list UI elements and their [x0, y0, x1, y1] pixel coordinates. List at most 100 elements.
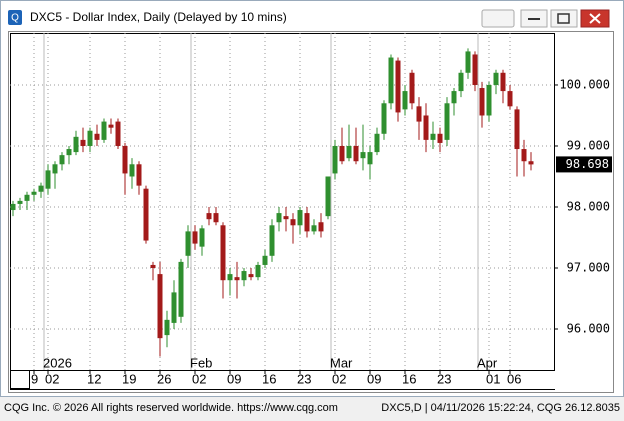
month-label: Mar [330, 355, 353, 370]
candle-body [24, 194, 30, 201]
x-tick-label: 19 [122, 371, 136, 386]
candle-body [521, 149, 527, 162]
window-title: DXC5 - Dollar Index, Daily (Delayed by 1… [30, 10, 287, 24]
candle-body [332, 145, 338, 174]
candle-body [374, 133, 380, 153]
candle-body [528, 161, 534, 165]
y-tick-label: 96.000 [567, 322, 610, 336]
candle-body [486, 84, 492, 116]
candle-body [311, 225, 317, 232]
candle-body [402, 91, 408, 110]
candle-body [59, 155, 65, 165]
candle-body [45, 170, 51, 189]
icon-glyph: Q [11, 13, 19, 24]
candle-body [206, 213, 212, 220]
maximize-glyph [557, 13, 570, 24]
y-tick-label: 98.000 [567, 199, 610, 213]
candle-body [451, 91, 457, 104]
candle-body [381, 103, 387, 134]
candle-body [297, 210, 303, 226]
candle-body [87, 130, 93, 146]
candle-body [17, 200, 23, 204]
candle-body [472, 54, 478, 85]
candle-body [234, 277, 240, 281]
candle-body [276, 213, 282, 223]
candle-body [409, 72, 415, 104]
maximize-button[interactable] [550, 9, 578, 28]
candle-body [10, 203, 16, 211]
x-tick-label: 06 [507, 371, 521, 386]
corner-box [10, 370, 30, 389]
candle-body [220, 225, 226, 281]
candle-body [52, 164, 58, 174]
candle-body [430, 133, 436, 140]
candle-body [101, 121, 107, 140]
x-tick-label: 16 [402, 371, 416, 386]
candle-body [164, 319, 170, 336]
candle-body [465, 51, 471, 73]
y-tick-label: 97.000 [567, 260, 610, 274]
x-tick-label: 02 [332, 371, 346, 386]
candle-body [388, 57, 394, 104]
candle-body [458, 72, 464, 92]
candle-body [248, 274, 254, 278]
x-tick-label: 26 [157, 371, 171, 386]
candle-body [122, 145, 128, 174]
candle-body [157, 274, 163, 339]
candle-body [66, 149, 72, 156]
candle-body [444, 103, 450, 140]
candle-body [325, 176, 331, 217]
candle-body [73, 136, 79, 153]
status-right: DXC5,D | 04/11/2026 15:22:24, CQG 26.12.… [381, 402, 620, 414]
candle-body [129, 164, 135, 177]
y-tick-label: 100.000 [559, 77, 610, 91]
candle-body [318, 222, 324, 232]
x-tick-label: 09 [227, 371, 241, 386]
candle-body [108, 124, 114, 128]
candle-body [353, 145, 359, 162]
app-icon [8, 10, 22, 25]
candle-body [437, 133, 443, 143]
last-price-label: 98.698 [566, 157, 609, 171]
x-tick-label: 16 [262, 371, 276, 386]
x-tick-label: 01 [486, 371, 500, 386]
candle-body [185, 231, 191, 256]
candle-body [94, 133, 100, 140]
candle-body [283, 216, 289, 220]
candle-body [346, 145, 352, 159]
candle-body [514, 109, 520, 150]
candle-body [255, 264, 261, 278]
candle-body [136, 164, 142, 186]
month-label: 2026 [43, 355, 72, 370]
link-button[interactable] [481, 9, 515, 28]
close-glyph [589, 13, 601, 24]
plot-area [10, 33, 555, 371]
candle-body [31, 191, 37, 195]
x-tick-label: 9 [31, 371, 38, 386]
candle-body [290, 219, 296, 226]
candle-body [143, 188, 149, 241]
candle-body [213, 213, 219, 223]
x-tick-label: 23 [437, 371, 451, 386]
x-tick-label: 02 [192, 371, 206, 386]
candle-body [416, 106, 422, 122]
candle-body [199, 228, 205, 247]
candle-body [304, 213, 310, 232]
month-label: Apr [477, 355, 498, 370]
month-label: Feb [190, 355, 212, 370]
candle-body [38, 185, 44, 192]
candle-body [269, 225, 275, 256]
candle-body [360, 152, 366, 159]
candle-body [171, 292, 177, 323]
candle-body [507, 91, 513, 107]
x-tick-label: 09 [367, 371, 381, 386]
x-tick-label: 23 [297, 371, 311, 386]
candle-body [227, 274, 233, 281]
candle-body [241, 271, 247, 281]
candle-body [423, 115, 429, 140]
candle-body [500, 72, 506, 92]
candle-body [262, 255, 268, 265]
x-tick-label: 02 [45, 371, 59, 386]
